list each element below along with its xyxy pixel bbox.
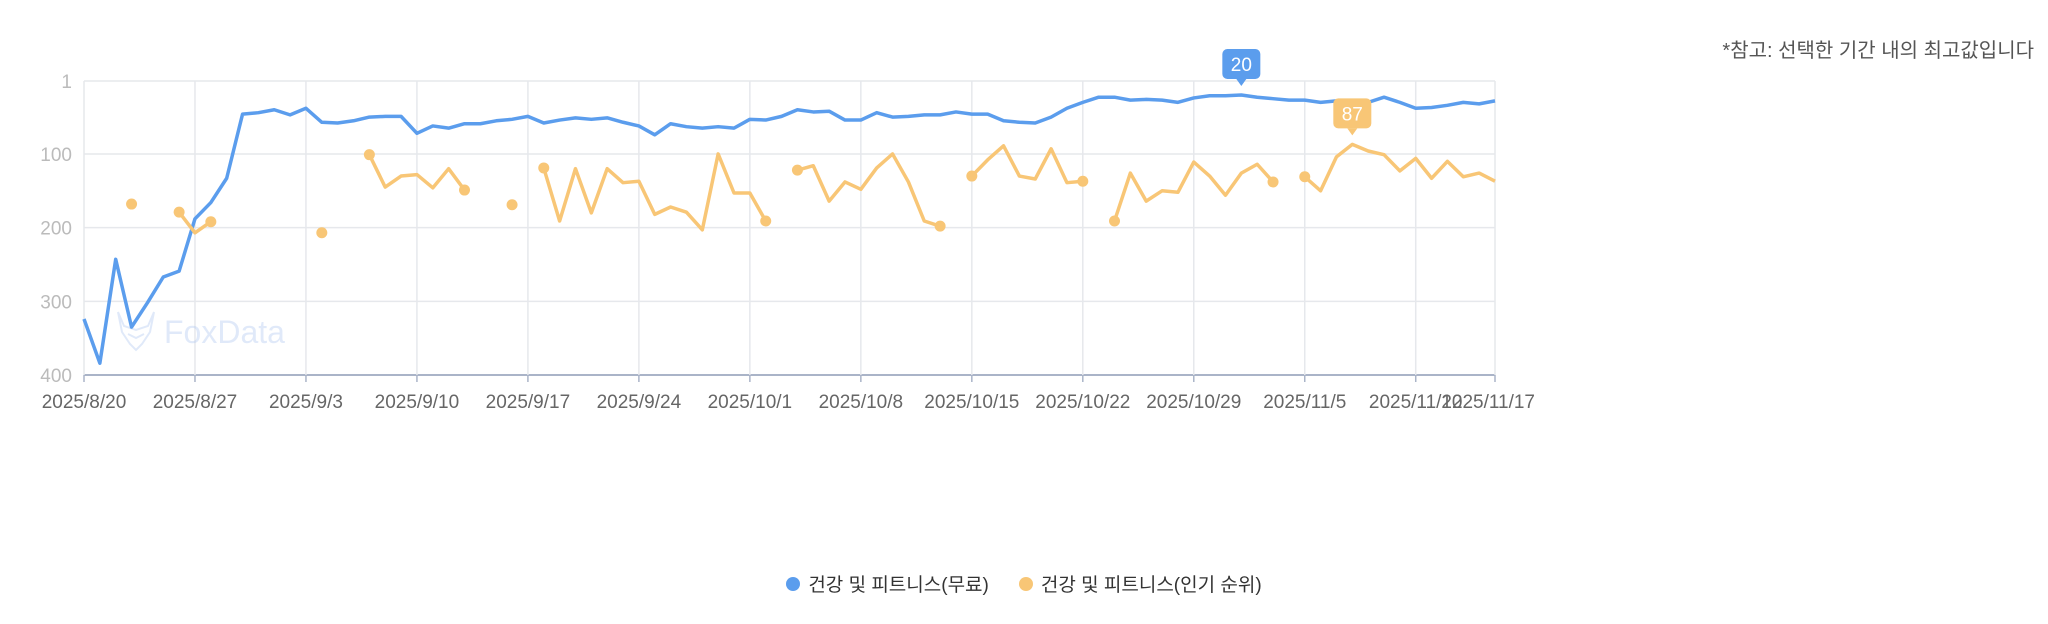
x-tick-label: 2025/8/20	[42, 392, 127, 413]
x-tick-label: 2025/10/1	[708, 392, 793, 413]
series-layer	[82, 93, 1496, 365]
x-tick-label: 2025/9/17	[486, 392, 571, 413]
legend-swatch-free	[786, 576, 801, 591]
data-point	[363, 149, 375, 161]
series-0	[82, 93, 1496, 365]
y-tick-label: 400	[40, 366, 72, 387]
legend-item-free[interactable]: 건강 및 피트니스(무료)	[786, 570, 989, 597]
series-line-segment	[542, 152, 768, 232]
data-point	[1109, 215, 1121, 227]
legend: 건강 및 피트니스(무료) 건강 및 피트니스(인기 순위)	[0, 570, 2048, 597]
data-point	[538, 162, 550, 174]
data-point	[316, 227, 328, 239]
y-tick-label: 100	[40, 145, 72, 166]
tooltip-pointer	[1347, 128, 1358, 136]
legend-item-popular[interactable]: 건강 및 피트니스(인기 순위)	[1018, 570, 1262, 597]
series-line-segment	[1303, 142, 1496, 193]
tooltip-value: 20	[1231, 55, 1252, 76]
data-point	[966, 170, 978, 182]
peak-tooltip-1: 87	[1333, 98, 1372, 136]
rank-line-chart: FoxData 1 100 200 300 400 2025/8/20 2025/8/27…	[40, 49, 1535, 413]
data-point	[458, 184, 470, 196]
series-line-segment	[177, 211, 212, 235]
x-tick-label: 2025/10/29	[1146, 392, 1241, 413]
tooltip-box	[1222, 49, 1261, 79]
y-tick-label: 200	[40, 219, 72, 240]
x-tick-label: 2025/10/8	[819, 392, 904, 413]
x-axis: 2025/8/20 2025/8/27 2025/9/3 2025/9/10 2025/…	[42, 375, 1535, 413]
x-tick-label: 2025/9/3	[269, 392, 343, 413]
data-point	[1299, 171, 1311, 183]
data-point	[1267, 176, 1279, 188]
foxdata-watermark: FoxData	[117, 311, 285, 352]
series-line-segment	[1112, 160, 1275, 222]
tooltip-value: 87	[1342, 104, 1363, 125]
chart-note: *참고: 선택한 기간 내의 최고값입니다	[1722, 40, 2034, 62]
data-point	[205, 216, 217, 228]
x-tick-label: 2025/11/17	[1441, 392, 1535, 413]
data-point	[760, 215, 772, 227]
series-line-segment	[82, 93, 1496, 365]
y-tick-label: 1	[61, 72, 72, 93]
y-tick-label: 300	[40, 292, 72, 313]
legend-swatch-popular	[1018, 576, 1033, 591]
data-point	[506, 199, 518, 211]
watermark-text: FoxData	[164, 314, 285, 350]
tooltip-box	[1333, 98, 1372, 129]
data-point	[791, 164, 803, 176]
series-line-segment	[970, 144, 1083, 185]
data-point	[934, 220, 946, 232]
data-point	[173, 206, 185, 218]
legend-label-free: 건강 및 피트니스(무료)	[808, 575, 989, 596]
x-tick-label: 2025/11/12	[1369, 392, 1463, 413]
series-line-segment	[367, 153, 466, 192]
data-point	[1077, 175, 1089, 187]
grid-lines	[83, 80, 1496, 376]
data-point	[126, 198, 138, 210]
x-tick-label: 2025/10/22	[1035, 392, 1130, 413]
x-tick-label: 2025/10/15	[924, 392, 1019, 413]
peak-tooltip-0: 20	[1222, 49, 1261, 86]
series-1	[126, 142, 1496, 239]
y-axis: 1 100 200 300 400	[40, 72, 72, 387]
x-tick-label: 2025/9/24	[597, 392, 682, 413]
x-tick-label: 2025/11/5	[1263, 392, 1346, 413]
tooltip-pointer	[1236, 79, 1247, 86]
x-tick-label: 2025/8/27	[153, 392, 238, 413]
series-line-segment	[796, 152, 941, 228]
x-tick-label: 2025/9/10	[375, 392, 460, 413]
legend-label-popular: 건강 및 피트니스(인기 순위)	[1040, 575, 1262, 596]
